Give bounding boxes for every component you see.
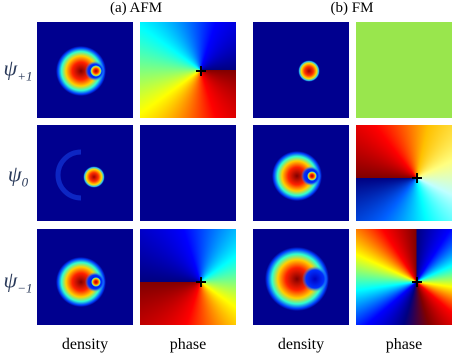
density-panel <box>253 125 349 221</box>
column-label: phase <box>385 336 423 353</box>
density-panel <box>37 125 133 221</box>
density-image <box>253 229 349 325</box>
panel-title: (a) AFM <box>109 0 163 16</box>
density-image <box>253 22 349 118</box>
row-label: ψ+1 <box>4 55 33 84</box>
phase-panel <box>140 125 236 221</box>
row-label: ψ−1 <box>4 267 33 296</box>
density-image <box>37 229 133 325</box>
vortex-marker <box>412 277 422 287</box>
vortex-marker <box>196 277 206 287</box>
density-panel <box>37 229 133 325</box>
row-subscript: −1 <box>17 280 33 296</box>
column-label: phase <box>169 336 207 353</box>
row-subscript: +1 <box>17 68 33 84</box>
column-label: density <box>61 336 109 353</box>
phase-panel <box>356 125 452 221</box>
row-symbol: ψ <box>3 55 18 81</box>
vortex-marker <box>412 173 422 183</box>
phase-panel <box>356 229 452 325</box>
column-label: density <box>277 336 325 353</box>
row-subscript: 0 <box>21 174 29 190</box>
panel-title: (b) FM <box>330 0 374 16</box>
phase-panel <box>140 22 236 118</box>
density-panel <box>253 22 349 118</box>
vortex-marker <box>196 66 206 76</box>
row-symbol: ψ <box>7 161 22 187</box>
density-panel <box>37 22 133 118</box>
phase-panel <box>356 22 452 118</box>
row-label: ψ0 <box>8 161 28 190</box>
density-image <box>37 22 133 118</box>
density-panel <box>253 229 349 325</box>
density-image <box>253 125 349 221</box>
phase-panel <box>140 229 236 325</box>
density-image <box>37 125 133 221</box>
row-symbol: ψ <box>3 267 18 293</box>
